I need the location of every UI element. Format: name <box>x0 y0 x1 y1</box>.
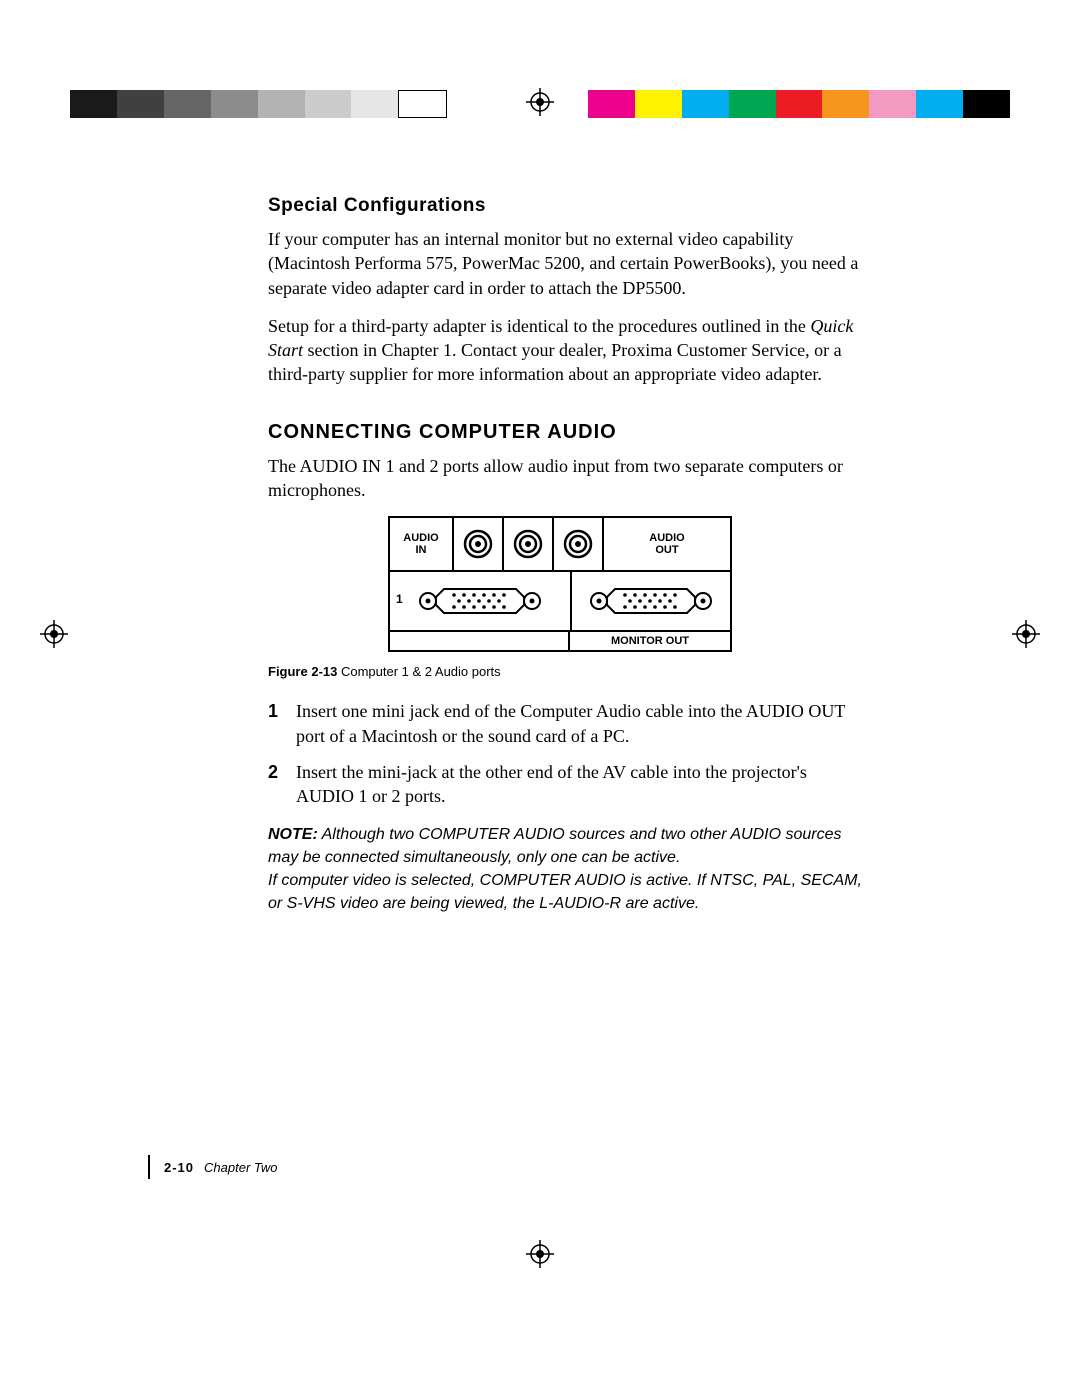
registration-mark-icon <box>40 620 68 648</box>
text: Setup for a third-party adapter is ident… <box>268 316 810 336</box>
note-text: Although two COMPUTER AUDIO sources and … <box>268 826 842 866</box>
registration-mark-icon <box>1012 620 1040 648</box>
footer-rule <box>148 1155 150 1179</box>
text: Computer 1 & 2 Audio ports <box>337 664 500 679</box>
paragraph: The AUDIO IN 1 and 2 ports allow audio i… <box>268 454 868 503</box>
audio-jack-icon <box>554 518 604 570</box>
vga-port-icon <box>390 572 572 630</box>
label-monitor-out: MONITOR OUT <box>568 632 730 650</box>
note-label: NOTE: <box>268 826 318 843</box>
vga-port-icon <box>572 572 730 630</box>
label-port-1: 1 <box>396 592 403 606</box>
label-audio-in: AUDIO IN <box>403 532 438 557</box>
paragraph: Setup for a third-party adapter is ident… <box>268 314 868 387</box>
note-block: NOTE: Although two COMPUTER AUDIO source… <box>268 823 868 916</box>
chapter-label: Chapter Two <box>204 1160 277 1175</box>
registration-mark-icon <box>526 88 554 116</box>
audio-jack-icon <box>454 518 504 570</box>
step-text: Insert one mini jack end of the Computer… <box>296 699 868 748</box>
figure-audio-ports: AUDIO IN AUDIO OUT 1 <box>388 516 868 652</box>
text-bold: Figure 2-13 <box>268 664 337 679</box>
page-number: 2-10 <box>164 1160 194 1175</box>
audio-jack-icon <box>504 518 554 570</box>
step-text: Insert the mini-jack at the other end of… <box>296 760 868 809</box>
paragraph: If your computer has an internal monitor… <box>268 227 868 300</box>
text: section in Chapter 1. Contact your deale… <box>268 340 842 384</box>
label-audio-out: AUDIO OUT <box>649 532 684 557</box>
step-number: 2 <box>268 760 296 809</box>
heading-special-config: Special Configurations <box>268 195 868 217</box>
step-number: 1 <box>268 699 296 748</box>
page-body: Special Configurations If your computer … <box>268 195 868 915</box>
registration-mark-icon <box>526 1240 554 1268</box>
list-item: 1Insert one mini jack end of the Compute… <box>268 699 868 748</box>
heading-connecting-audio: CONNECTING COMPUTER AUDIO <box>268 421 868 444</box>
note-text: If computer video is selected, COMPUTER … <box>268 872 862 912</box>
figure-caption: Figure 2-13 Computer 1 & 2 Audio ports <box>268 664 868 679</box>
page-footer: 2-10 Chapter Two <box>148 1155 278 1179</box>
step-list: 1Insert one mini jack end of the Compute… <box>268 699 868 808</box>
list-item: 2Insert the mini-jack at the other end o… <box>268 760 868 809</box>
